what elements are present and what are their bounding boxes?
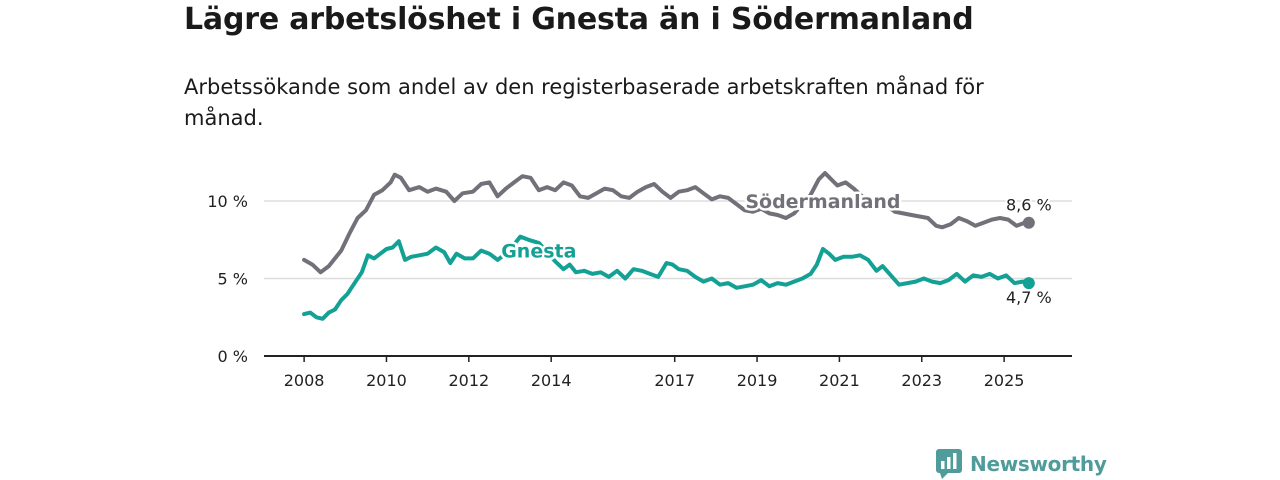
- y-tick-label: 0 %: [218, 347, 248, 366]
- end-point-gnesta: [1022, 277, 1035, 290]
- x-tick-label: 2017: [654, 371, 695, 390]
- x-tick-label: 2010: [366, 371, 407, 390]
- y-tick-label: 5 %: [218, 270, 248, 289]
- brand-name: Newsworthy: [970, 452, 1107, 476]
- x-tick-label: 2025: [984, 371, 1025, 390]
- end-value-label-södermanland: 8,6 %: [1006, 196, 1052, 215]
- y-tick-label: 10 %: [207, 192, 248, 211]
- x-tick-label: 2014: [531, 371, 572, 390]
- series-line-södermanland: [302, 171, 1031, 275]
- chart-title: Lägre arbetslöshet i Gnesta än i Söderma…: [184, 2, 974, 37]
- x-tick-label: 2012: [448, 371, 489, 390]
- x-tick-label: 2021: [819, 371, 860, 390]
- series-line-gnesta: [302, 234, 1031, 321]
- newsworthy-logo-icon: [936, 449, 962, 479]
- newsworthy-brand: Newsworthy: [936, 448, 1107, 480]
- end-value-label-gnesta: 4,7 %: [1006, 288, 1052, 307]
- x-tick-label: 2023: [901, 371, 942, 390]
- series-label-södermanland: Södermanland: [745, 191, 900, 213]
- series-label-gnesta: Gnesta: [501, 241, 576, 263]
- x-tick-label: 2008: [284, 371, 325, 390]
- end-point-södermanland: [1022, 216, 1035, 229]
- x-tick-label: 2019: [737, 371, 778, 390]
- chart-subtitle: Arbetssökande som andel av den registerb…: [184, 75, 984, 130]
